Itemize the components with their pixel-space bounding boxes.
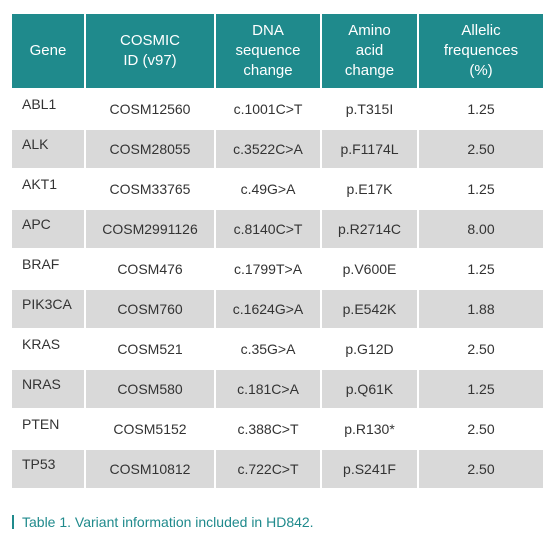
table-row: KRAS COSM521 c.35G>A p.G12D 2.50: [12, 330, 543, 368]
cell-allelic-frequency: 1.88: [419, 290, 543, 328]
cell-gene: PIK3CA: [12, 290, 84, 328]
cell-gene: ALK: [12, 130, 84, 168]
cell-dna-change: c.722C>T: [216, 450, 320, 488]
cell-dna-change: c.3522C>A: [216, 130, 320, 168]
cell-gene: AKT1: [12, 170, 84, 208]
cell-amino-acid-change: p.E542K: [322, 290, 417, 328]
cell-allelic-frequency: 1.25: [419, 90, 543, 128]
cell-cosmic-id: COSM12560: [86, 90, 214, 128]
cell-allelic-frequency: 2.50: [419, 330, 543, 368]
cell-dna-change: c.181C>A: [216, 370, 320, 408]
cell-amino-acid-change: p.E17K: [322, 170, 417, 208]
cell-gene: PTEN: [12, 410, 84, 448]
header-dna-change: DNA sequence change: [216, 14, 320, 88]
cell-gene: BRAF: [12, 250, 84, 288]
cell-cosmic-id: COSM521: [86, 330, 214, 368]
cell-allelic-frequency: 1.25: [419, 170, 543, 208]
cell-allelic-frequency: 2.50: [419, 130, 543, 168]
table-body: ABL1 COSM12560 c.1001C>T p.T315I 1.25 ALK COSM…: [12, 90, 543, 488]
table-row: AKT1 COSM33765 c.49G>A p.E17K 1.25: [12, 170, 543, 208]
cell-dna-change: c.8140C>T: [216, 210, 320, 248]
table-row: PIK3CA COSM760 c.1624G>A p.E542K 1.88: [12, 290, 543, 328]
cell-gene: ABL1: [12, 90, 84, 128]
cell-allelic-frequency: 1.25: [419, 370, 543, 408]
cell-cosmic-id: COSM5152: [86, 410, 214, 448]
cell-dna-change: c.1624G>A: [216, 290, 320, 328]
cell-cosmic-id: COSM476: [86, 250, 214, 288]
cell-dna-change: c.388C>T: [216, 410, 320, 448]
cell-amino-acid-change: p.T315I: [322, 90, 417, 128]
cell-dna-change: c.1001C>T: [216, 90, 320, 128]
cell-cosmic-id: COSM33765: [86, 170, 214, 208]
table-row: APC COSM2991126 c.8140C>T p.R2714C 8.00: [12, 210, 543, 248]
table-header-row: Gene COSMIC ID (v97) DNA sequence change Am…: [12, 14, 543, 88]
caption-bar: [12, 515, 14, 529]
cell-dna-change: c.1799T>A: [216, 250, 320, 288]
table-row: ALK COSM28055 c.3522C>A p.F1174L 2.50: [12, 130, 543, 168]
table-row: BRAF COSM476 c.1799T>A p.V600E 1.25: [12, 250, 543, 288]
caption-text: Table 1. Variant information included in…: [22, 514, 314, 530]
cell-allelic-frequency: 2.50: [419, 410, 543, 448]
cell-amino-acid-change: p.G12D: [322, 330, 417, 368]
header-allelic-frequency: Allelic frequences (%): [419, 14, 543, 88]
cell-cosmic-id: COSM760: [86, 290, 214, 328]
table-row: PTEN COSM5152 c.388C>T p.R130* 2.50: [12, 410, 543, 448]
table-row: NRAS COSM580 c.181C>A p.Q61K 1.25: [12, 370, 543, 408]
variant-table-container: Gene COSMIC ID (v97) DNA sequence change Am…: [10, 12, 543, 490]
cell-amino-acid-change: p.R2714C: [322, 210, 417, 248]
variant-table: Gene COSMIC ID (v97) DNA sequence change Am…: [10, 12, 545, 490]
cell-amino-acid-change: p.R130*: [322, 410, 417, 448]
cell-allelic-frequency: 8.00: [419, 210, 543, 248]
cell-amino-acid-change: p.S241F: [322, 450, 417, 488]
cell-gene: KRAS: [12, 330, 84, 368]
cell-dna-change: c.49G>A: [216, 170, 320, 208]
cell-cosmic-id: COSM10812: [86, 450, 214, 488]
cell-amino-acid-change: p.Q61K: [322, 370, 417, 408]
cell-gene: APC: [12, 210, 84, 248]
cell-cosmic-id: COSM28055: [86, 130, 214, 168]
table-caption: Table 1. Variant information included in…: [12, 514, 314, 530]
header-amino-acid-change: Amino acid change: [322, 14, 417, 88]
header-gene: Gene: [12, 14, 84, 88]
table-row: ABL1 COSM12560 c.1001C>T p.T315I 1.25: [12, 90, 543, 128]
cell-dna-change: c.35G>A: [216, 330, 320, 368]
cell-gene: TP53: [12, 450, 84, 488]
cell-gene: NRAS: [12, 370, 84, 408]
cell-cosmic-id: COSM2991126: [86, 210, 214, 248]
cell-allelic-frequency: 2.50: [419, 450, 543, 488]
cell-amino-acid-change: p.F1174L: [322, 130, 417, 168]
cell-cosmic-id: COSM580: [86, 370, 214, 408]
table-row: TP53 COSM10812 c.722C>T p.S241F 2.50: [12, 450, 543, 488]
cell-allelic-frequency: 1.25: [419, 250, 543, 288]
header-cosmic-id: COSMIC ID (v97): [86, 14, 214, 88]
cell-amino-acid-change: p.V600E: [322, 250, 417, 288]
